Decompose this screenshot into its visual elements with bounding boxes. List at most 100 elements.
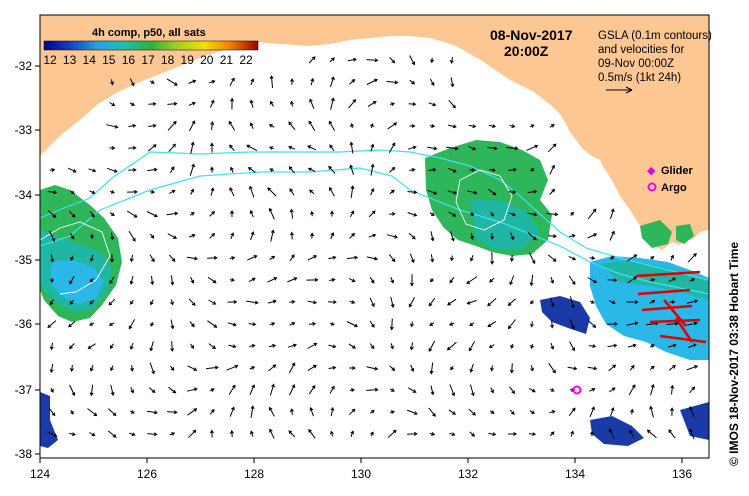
velocity-arrow <box>470 384 474 396</box>
velocity-arrow-head <box>231 278 235 282</box>
velocity-scale-label: 0.5m/s (1kt 24h) <box>598 72 681 84</box>
velocity-arrow-head <box>413 431 418 436</box>
sst-patch-central-teal <box>470 200 540 250</box>
velocity-arrow-head <box>328 165 332 170</box>
velocity-arrow-head <box>614 321 618 326</box>
velocity-arrow-head <box>212 301 217 305</box>
velocity-arrow <box>686 365 698 371</box>
velocity-arrow-head <box>410 323 414 328</box>
velocity-arrow-head <box>428 348 433 352</box>
velocity-arrow <box>48 210 56 218</box>
x-tick-label: 130 <box>351 467 371 481</box>
velocity-arrow-head <box>553 234 557 239</box>
velocity-arrow <box>407 212 417 216</box>
velocity-arrow-head <box>670 384 675 389</box>
velocity-arrow-head <box>110 81 114 86</box>
velocity-arrow <box>549 165 555 175</box>
velocity-arrow <box>450 77 454 87</box>
y-tick-label: -33 <box>15 123 33 137</box>
velocity-arrow <box>167 121 177 131</box>
velocity-arrow <box>146 410 158 414</box>
velocity-arrow <box>447 190 457 194</box>
velocity-arrow <box>386 234 398 238</box>
velocity-arrow-head <box>492 191 497 196</box>
velocity-arrow-head <box>490 410 495 414</box>
velocity-arrow <box>146 211 158 217</box>
velocity-arrow-head <box>488 344 493 349</box>
velocity-arrow-head <box>151 370 155 375</box>
info-line-2: and velocities for <box>598 44 684 56</box>
colorbar-title: 4h comp, p50, all sats <box>92 27 206 39</box>
velocity-arrow-head <box>153 432 158 437</box>
velocity-arrow <box>610 407 614 417</box>
velocity-arrow <box>528 433 536 435</box>
velocity-arrow-head <box>229 429 234 434</box>
velocity-arrow-head <box>70 410 74 415</box>
velocity-arrow <box>170 319 174 329</box>
velocity-arrow-head <box>550 388 555 392</box>
velocity-arrow-head <box>391 211 396 216</box>
velocity-arrow-head <box>70 257 74 262</box>
velocity-arrow-head <box>551 164 555 169</box>
velocity-arrow-head <box>108 301 113 306</box>
velocity-arrow-head <box>490 212 495 217</box>
velocity-arrow-head <box>530 124 535 128</box>
velocity-arrow-head <box>269 75 274 80</box>
velocity-arrow <box>470 363 474 373</box>
velocity-arrow-head <box>69 280 73 285</box>
velocity-arrow-head <box>174 82 178 86</box>
velocity-arrow-head <box>229 187 233 191</box>
velocity-arrow-head <box>391 142 396 147</box>
velocity-arrow-head <box>71 392 76 396</box>
velocity-arrow-head <box>307 145 312 149</box>
velocity-arrow-head <box>132 123 137 128</box>
velocity-arrow <box>527 190 537 194</box>
colorbar-tick-label: 18 <box>161 53 175 67</box>
velocity-arrow-head <box>530 300 534 305</box>
velocity-arrow-head <box>229 210 234 214</box>
velocity-arrow-head <box>231 256 236 260</box>
velocity-arrow <box>207 257 217 259</box>
velocity-arrow-head <box>250 231 255 236</box>
velocity-arrow <box>408 296 416 308</box>
velocity-arrow-head <box>392 429 397 434</box>
velocity-arrow-head <box>211 80 216 84</box>
velocity-arrow-head <box>50 388 54 393</box>
velocity-arrow-head <box>413 212 418 217</box>
velocity-arrow-head <box>291 384 296 389</box>
velocity-arrow-head <box>454 146 459 151</box>
velocity-arrow <box>246 300 258 304</box>
velocity-arrow-head <box>91 213 95 218</box>
velocity-arrow-head <box>132 237 136 242</box>
gsla-contour-4 <box>455 169 513 231</box>
velocity-arrow-head <box>593 366 598 371</box>
velocity-arrow-head <box>111 102 116 106</box>
velocity-arrow-head <box>329 186 333 191</box>
velocity-arrow <box>68 210 76 218</box>
velocity-arrow <box>550 276 554 284</box>
velocity-arrow <box>248 167 256 173</box>
velocity-arrow-head <box>192 429 197 434</box>
velocity-arrow <box>366 389 378 391</box>
velocity-arrow-head <box>452 168 457 173</box>
x-tick-label: 134 <box>565 467 585 481</box>
velocity-arrow-head <box>531 388 536 393</box>
velocity-arrow <box>107 430 117 438</box>
velocity-arrow-head <box>72 169 77 173</box>
velocity-arrow <box>248 323 256 325</box>
velocity-arrow-head <box>613 343 618 348</box>
velocity-arrow <box>148 125 156 127</box>
velocity-arrow-head <box>693 252 697 257</box>
velocity-arrow-head <box>531 260 536 265</box>
velocity-arrow <box>329 144 335 152</box>
velocity-arrow <box>488 124 496 128</box>
velocity-arrow <box>548 363 556 373</box>
velocity-arrow-head <box>149 347 154 352</box>
info-line-1: GSLA (0.1m contours) <box>598 30 712 42</box>
velocity-arrow <box>168 254 176 262</box>
velocity-arrow <box>147 144 157 152</box>
velocity-arrow-head <box>650 383 655 388</box>
velocity-arrow <box>169 190 175 194</box>
velocity-arrow <box>50 254 54 262</box>
velocity-arrow <box>368 210 376 218</box>
